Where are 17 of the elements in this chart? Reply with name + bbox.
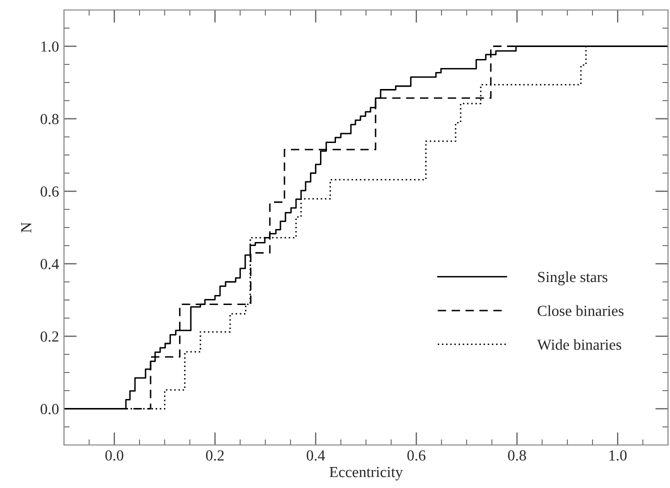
- y-tick-label: 0.4: [40, 258, 59, 270]
- legend-label: Wide binaries: [537, 339, 622, 350]
- x-tick-label: 0.2: [206, 450, 224, 461]
- legend-label: Close binaries: [538, 305, 624, 316]
- x-tick-label: 0.8: [508, 450, 526, 461]
- y-tick-label: 0.0: [40, 404, 59, 414]
- x-tick-label: 0.4: [306, 450, 325, 461]
- legend-label: Single stars: [538, 271, 608, 286]
- y-axis-title: N: [21, 222, 32, 233]
- y-tick-label: 0.6: [40, 186, 59, 197]
- y-tick-label: 1.0: [41, 41, 59, 52]
- x-tick-label: 0.0: [105, 450, 124, 461]
- x-axis-title: Eccentricity: [330, 466, 403, 480]
- y-tick-label: 0.2: [40, 331, 58, 342]
- y-tick-label: 0.8: [40, 114, 59, 124]
- x-tick-label: 1.0: [609, 450, 627, 461]
- x-tick-label: 0.6: [407, 450, 426, 461]
